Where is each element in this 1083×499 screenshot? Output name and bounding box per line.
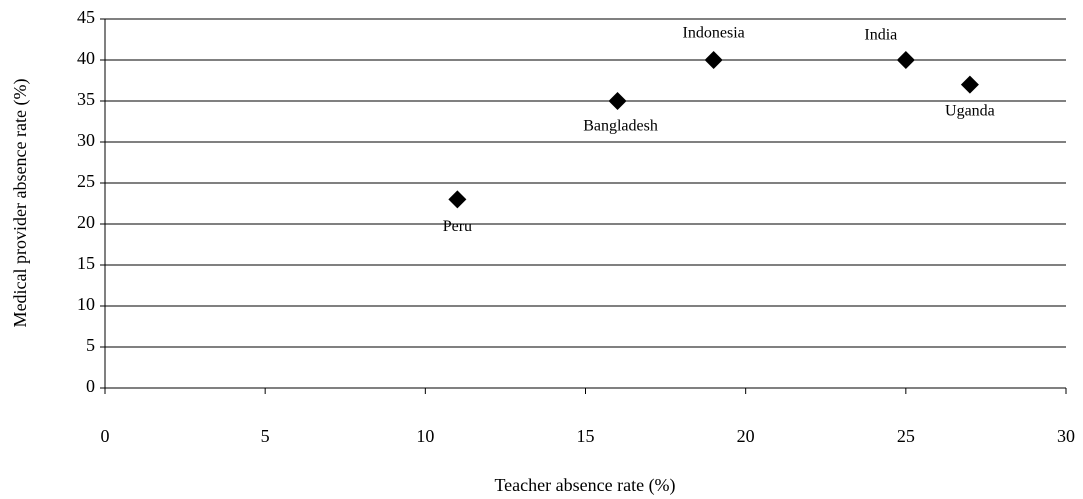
- y-tick-label: 45: [77, 7, 95, 27]
- x-tick-label: 30: [1057, 426, 1075, 446]
- x-tick-label: 10: [416, 426, 434, 446]
- point-label: India: [864, 27, 897, 44]
- y-tick-label: 30: [77, 130, 95, 150]
- point-label: Peru: [443, 218, 472, 235]
- point-label: Bangladesh: [583, 118, 658, 135]
- point: [448, 190, 467, 209]
- y-tick-label: 10: [77, 294, 95, 314]
- x-axis-title: Teacher absence rate (%): [494, 475, 675, 496]
- x-tick-label: 15: [577, 426, 595, 446]
- x-tick-label: 5: [261, 426, 270, 446]
- y-tick-label: 0: [86, 376, 95, 396]
- y-tick-label: 20: [77, 212, 95, 232]
- x-tick-label: 25: [897, 426, 915, 446]
- y-tick-label: 15: [77, 253, 95, 273]
- point: [960, 75, 979, 94]
- point-label: Uganda: [945, 102, 995, 119]
- y-tick-label: 5: [86, 335, 95, 355]
- y-axis-title: Medical provider absence rate (%): [10, 79, 31, 328]
- x-tick-label: 20: [737, 426, 755, 446]
- y-tick-label: 40: [77, 48, 95, 68]
- y-tick-label: 35: [77, 89, 95, 109]
- point: [896, 51, 915, 69]
- y-tick-label: 25: [77, 171, 95, 191]
- x-tick-label: 0: [101, 426, 110, 446]
- point: [608, 92, 627, 110]
- point: [704, 51, 723, 69]
- point-label: Indonesia: [683, 25, 745, 42]
